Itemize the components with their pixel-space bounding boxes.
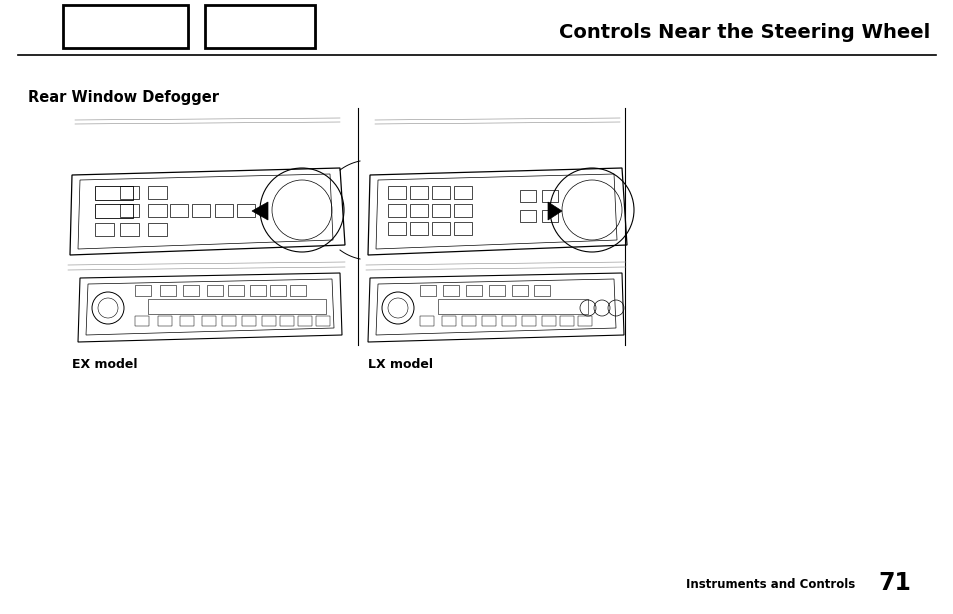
Bar xyxy=(120,204,139,217)
Bar xyxy=(222,316,235,326)
Bar xyxy=(280,316,294,326)
Bar xyxy=(489,285,504,296)
Bar xyxy=(95,223,113,236)
Bar xyxy=(65,7,190,50)
Bar xyxy=(410,186,428,199)
Text: Rear Window Defogger: Rear Window Defogger xyxy=(28,90,219,105)
Bar xyxy=(410,222,428,235)
Text: EX model: EX model xyxy=(71,358,137,371)
Bar xyxy=(521,316,536,326)
Bar xyxy=(388,204,406,217)
Bar xyxy=(135,285,151,296)
Bar xyxy=(388,186,406,199)
Bar xyxy=(432,222,450,235)
Bar xyxy=(242,316,255,326)
Bar xyxy=(578,316,592,326)
Bar xyxy=(454,222,472,235)
Bar xyxy=(270,285,286,296)
Bar xyxy=(95,204,132,218)
Bar xyxy=(559,316,574,326)
Bar xyxy=(202,316,215,326)
Bar xyxy=(541,316,556,326)
Bar xyxy=(481,316,496,326)
Bar xyxy=(437,299,587,314)
Bar xyxy=(170,204,188,217)
Bar xyxy=(180,316,193,326)
Bar xyxy=(148,299,326,314)
Bar xyxy=(501,316,516,326)
Bar xyxy=(148,223,167,236)
Bar xyxy=(519,190,536,202)
Bar xyxy=(158,316,172,326)
Bar xyxy=(388,222,406,235)
Bar xyxy=(63,5,188,48)
Polygon shape xyxy=(252,202,268,220)
Bar xyxy=(419,316,434,326)
Bar xyxy=(519,210,536,222)
Bar xyxy=(228,285,244,296)
Text: Instruments and Controls: Instruments and Controls xyxy=(685,578,854,591)
Bar xyxy=(442,285,458,296)
Bar xyxy=(214,204,233,217)
Polygon shape xyxy=(547,202,561,220)
Bar xyxy=(432,186,450,199)
Bar xyxy=(454,186,472,199)
Bar xyxy=(207,7,316,50)
Bar xyxy=(148,204,167,217)
Bar xyxy=(135,316,149,326)
Bar xyxy=(236,204,254,217)
Bar xyxy=(290,285,306,296)
Text: 71: 71 xyxy=(877,571,910,595)
Bar xyxy=(432,204,450,217)
Bar xyxy=(250,285,266,296)
Bar xyxy=(454,204,472,217)
Bar xyxy=(207,285,223,296)
Bar xyxy=(441,316,456,326)
Bar xyxy=(192,204,210,217)
Bar xyxy=(297,316,312,326)
Bar xyxy=(541,210,558,222)
Bar xyxy=(95,186,132,200)
Bar xyxy=(148,186,167,199)
Bar xyxy=(419,285,436,296)
Bar xyxy=(410,204,428,217)
Bar xyxy=(315,316,330,326)
Bar xyxy=(262,316,275,326)
Bar xyxy=(512,285,527,296)
Text: Controls Near the Steering Wheel: Controls Near the Steering Wheel xyxy=(558,23,929,42)
Text: LX model: LX model xyxy=(368,358,433,371)
Bar xyxy=(461,316,476,326)
Bar xyxy=(160,285,175,296)
Bar xyxy=(205,5,314,48)
Bar xyxy=(541,190,558,202)
Bar xyxy=(183,285,199,296)
Bar xyxy=(120,186,139,199)
Bar xyxy=(534,285,550,296)
Bar xyxy=(465,285,481,296)
Bar xyxy=(120,223,139,236)
